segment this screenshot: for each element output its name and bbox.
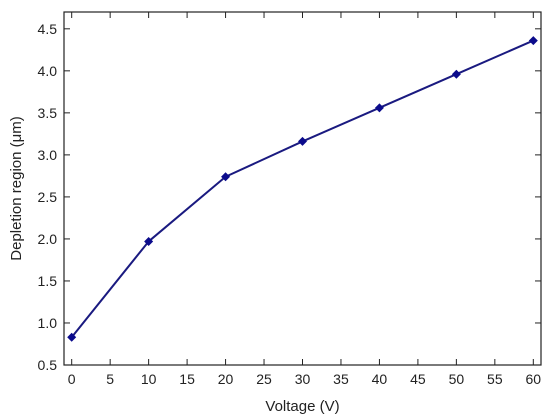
x-axis-ticks: 0 5 10 15 20 25 30 35 40 45 50 55 60 [68, 12, 542, 387]
x-tick-label: 40 [372, 371, 388, 387]
data-point [67, 332, 77, 342]
x-axis-label: Voltage (V) [265, 398, 339, 415]
plot-frame [63, 11, 542, 366]
y-tick-label: 4.5 [38, 21, 58, 37]
y-tick-label: 3.5 [38, 105, 58, 121]
x-tick-label: 45 [410, 371, 426, 387]
data-point [298, 136, 307, 146]
data-point [221, 172, 231, 182]
y-axis-ticks: 0.5 1.0 1.5 2.0 2.5 3.0 3.5 4.0 4.5 [38, 21, 541, 373]
y-tick-label: 0.5 [38, 357, 58, 373]
y-tick-label: 1.5 [38, 273, 58, 289]
x-tick-label: 0 [68, 371, 76, 387]
x-tick-label: 50 [449, 371, 465, 387]
x-tick-label: 55 [487, 371, 503, 387]
data-point [144, 236, 154, 246]
y-axis-label: Depletion region (μm) [8, 116, 25, 261]
y-tick-label: 2.0 [38, 231, 58, 247]
y-tick-label: 3.0 [38, 147, 58, 163]
x-tick-label: 20 [218, 371, 234, 387]
x-tick-label: 10 [141, 371, 157, 387]
x-tick-label: 15 [179, 371, 195, 387]
x-tick-label: 30 [295, 371, 311, 387]
x-tick-label: 25 [256, 371, 272, 387]
data-point [374, 103, 384, 113]
x-tick-label: 60 [526, 371, 542, 387]
y-tick-label: 1.0 [38, 315, 58, 331]
data-point [451, 69, 461, 79]
series-group [67, 36, 538, 342]
y-tick-label: 4.0 [38, 63, 58, 79]
y-tick-label: 2.5 [38, 189, 58, 205]
series-line [70, 39, 534, 338]
x-tick-label: 5 [106, 371, 114, 387]
x-tick-label: 35 [333, 371, 349, 387]
data-point [528, 36, 538, 46]
